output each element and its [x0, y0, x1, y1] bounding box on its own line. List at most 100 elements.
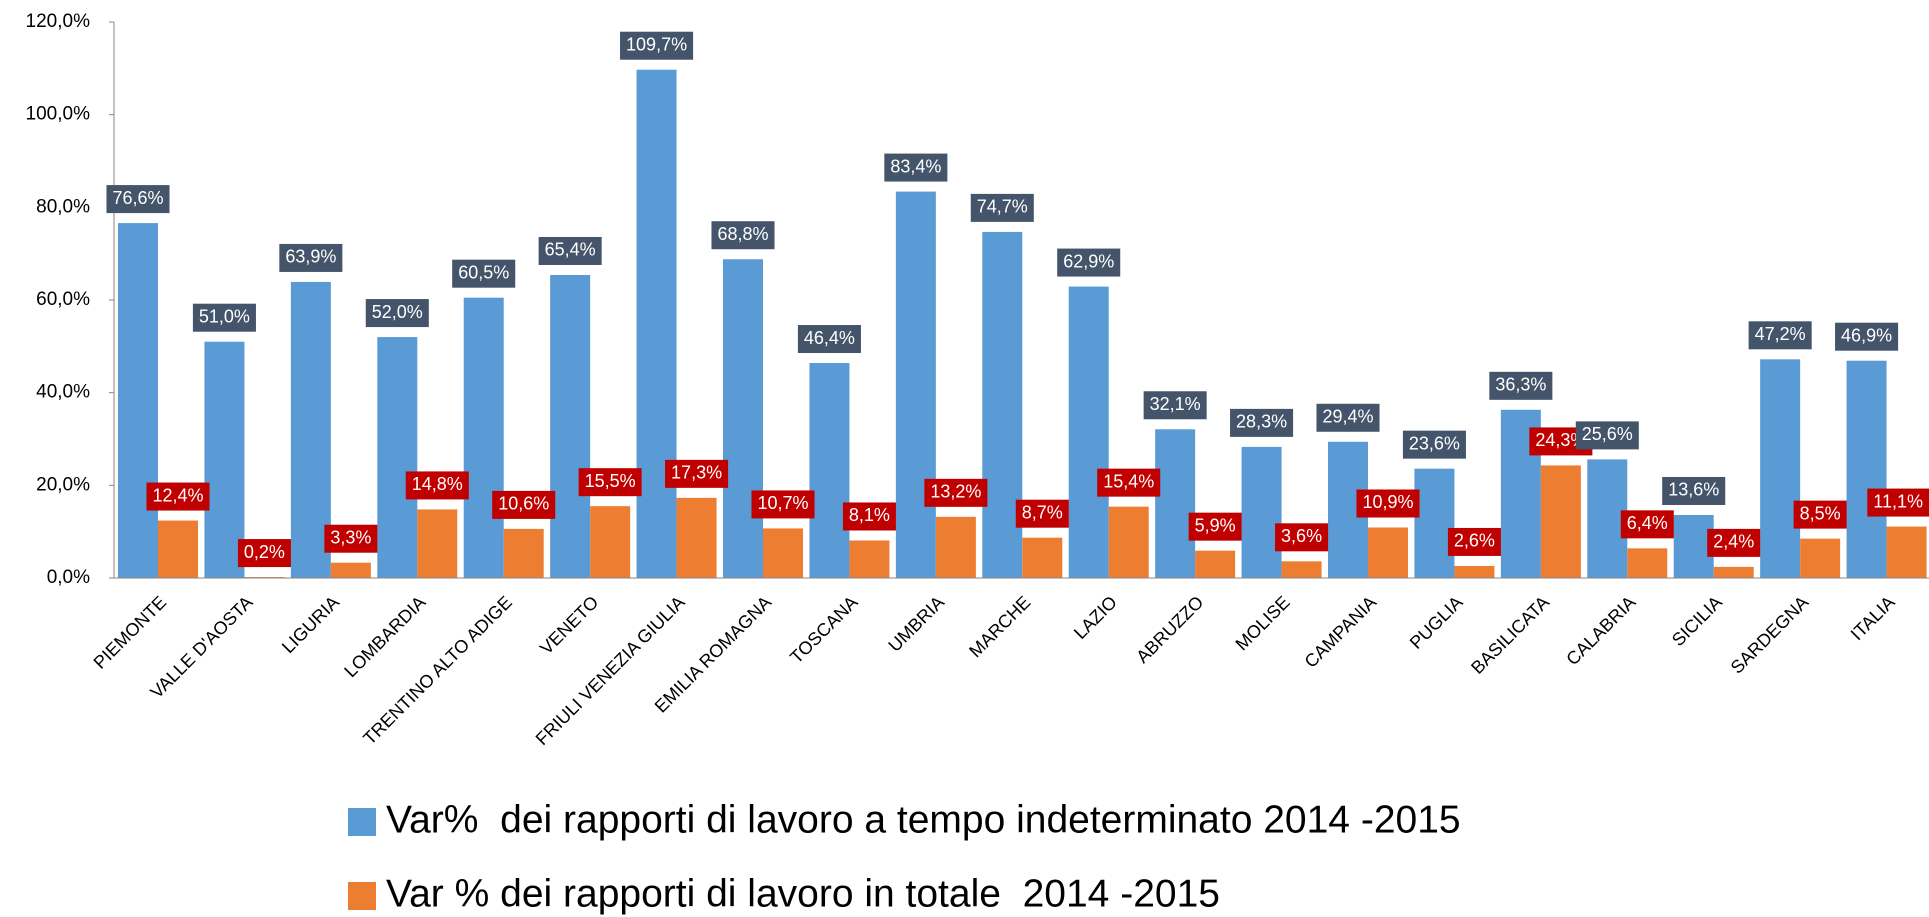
- y-tick-label: 0,0%: [47, 567, 90, 588]
- data-label: 46,4%: [797, 325, 861, 354]
- bar: [118, 223, 158, 578]
- data-label: 76,6%: [106, 185, 170, 214]
- bar: [1760, 359, 1801, 578]
- label-box: [1143, 391, 1207, 420]
- value-label: 36,3%: [1495, 375, 1546, 395]
- value-label: 0,2%: [244, 542, 285, 562]
- data-label: 10,9%: [1356, 489, 1420, 518]
- bar: [1800, 538, 1841, 578]
- x-tick-label: ABRUZZO: [1132, 592, 1207, 667]
- label-box: [492, 490, 556, 519]
- bar: [463, 297, 504, 578]
- label-box: [106, 185, 170, 214]
- label-box: [192, 303, 256, 332]
- label-box: [405, 471, 469, 500]
- label-box: [924, 478, 988, 507]
- value-label: 24,3%: [1535, 430, 1586, 450]
- label-box: [1489, 371, 1553, 400]
- value-label: 10,7%: [757, 493, 808, 513]
- value-label: 17,3%: [671, 463, 722, 483]
- bar: [849, 540, 890, 578]
- bar: [636, 69, 677, 579]
- value-label: 15,4%: [1103, 471, 1154, 491]
- label-box: [1793, 500, 1847, 529]
- label-box: [279, 243, 343, 272]
- x-tick-label: FRIULI VENEZIA GIULIA: [532, 592, 689, 749]
- label-box: [1575, 421, 1639, 450]
- value-label: 2,4%: [1713, 532, 1754, 552]
- value-label: 5,9%: [1195, 515, 1236, 535]
- label-box: [452, 259, 516, 288]
- y-tick-label: 80,0%: [36, 196, 90, 217]
- bar: [1846, 360, 1887, 578]
- data-label: 0,2%: [237, 539, 291, 568]
- value-label: 8,7%: [1022, 502, 1063, 522]
- value-label: 28,3%: [1236, 412, 1287, 432]
- x-tick-label: MARCHE: [965, 592, 1034, 661]
- value-label: 109,7%: [626, 34, 687, 54]
- value-label: 47,2%: [1755, 324, 1806, 344]
- value-label: 52,0%: [372, 302, 423, 322]
- data-label: 15,4%: [1097, 468, 1161, 497]
- label-box: [711, 221, 775, 250]
- legend-swatch: [348, 882, 376, 910]
- data-label: 62,9%: [1057, 248, 1121, 277]
- bar: [417, 509, 458, 578]
- data-label: 47,2%: [1748, 321, 1812, 350]
- y-tick-label: 40,0%: [36, 382, 90, 403]
- data-label: 17,3%: [665, 459, 729, 488]
- value-label: 63,9%: [285, 247, 336, 267]
- label-box: [884, 153, 948, 182]
- label-box: [842, 502, 896, 531]
- bar: [377, 337, 418, 578]
- value-label: 51,0%: [199, 306, 250, 326]
- bar: [982, 231, 1023, 578]
- value-label: 60,5%: [458, 262, 509, 282]
- x-tick-label: LAZIO: [1070, 592, 1121, 643]
- label-box: [578, 468, 642, 497]
- data-label: 36,3%: [1489, 371, 1553, 400]
- data-label: 12,4%: [146, 482, 210, 511]
- x-tick-label: ITALIA: [1847, 592, 1899, 644]
- data-label: 3,3%: [324, 524, 378, 553]
- data-label: 109,7%: [620, 31, 694, 60]
- data-label: 63,9%: [279, 243, 343, 272]
- value-label: 25,6%: [1582, 424, 1633, 444]
- label-box: [237, 539, 291, 568]
- value-label: 3,3%: [330, 527, 371, 547]
- value-label: 12,4%: [152, 485, 203, 505]
- data-label: 14,8%: [405, 471, 469, 500]
- value-label: 29,4%: [1322, 407, 1373, 427]
- data-label: 46,9%: [1835, 322, 1899, 351]
- data-label: 10,7%: [751, 490, 815, 519]
- y-tick-label: 120,0%: [26, 11, 91, 32]
- bar: [1540, 465, 1581, 578]
- label-box: [1662, 476, 1726, 505]
- value-label: 23,6%: [1409, 433, 1460, 453]
- data-label: 68,8%: [711, 221, 775, 250]
- bar: [1368, 527, 1408, 578]
- legend-label: Var % dei rapporti di lavoro in totale 2…: [386, 872, 1220, 915]
- label-box: [665, 459, 729, 488]
- value-label: 14,8%: [412, 474, 463, 494]
- label-box: [1275, 523, 1329, 552]
- bar: [1454, 565, 1495, 578]
- value-label: 13,2%: [930, 482, 981, 502]
- data-label: 8,5%: [1793, 500, 1847, 529]
- bar: [1627, 548, 1668, 578]
- y-tick-label: 20,0%: [36, 474, 90, 495]
- legend-label: Var% dei rapporti di lavoro a tempo inde…: [386, 798, 1461, 841]
- value-label: 46,4%: [804, 328, 855, 348]
- label-box: [1316, 403, 1380, 432]
- bar: [723, 259, 763, 578]
- value-label: 15,5%: [585, 471, 636, 491]
- bar: [1414, 468, 1455, 578]
- data-label: 11,1%: [1867, 488, 1929, 517]
- data-label: 3,6%: [1275, 523, 1329, 552]
- label-box: [1188, 512, 1242, 541]
- x-tick-label: CALABRIA: [1562, 592, 1639, 669]
- x-tick-label: MOLISE: [1232, 592, 1294, 654]
- bar: [1241, 446, 1282, 578]
- bar: [204, 341, 245, 578]
- data-label: 10,6%: [492, 490, 556, 519]
